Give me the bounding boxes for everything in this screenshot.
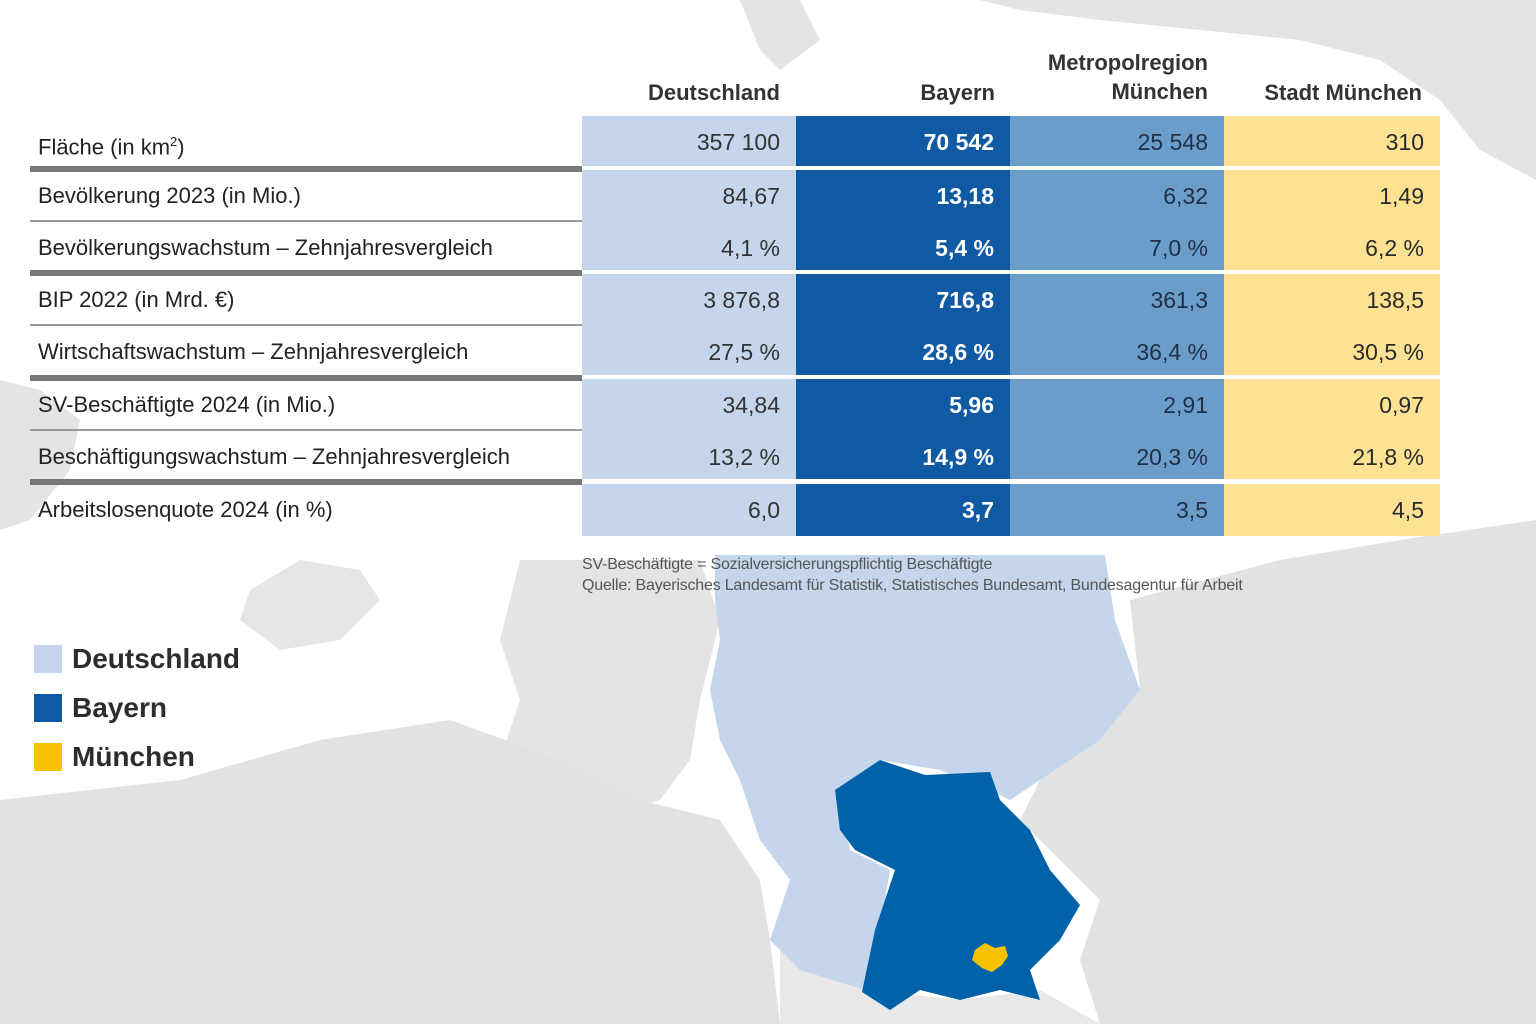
germany-shape [710,555,1140,990]
row-label-bip: BIP 2022 (in Mrd. €) [38,287,235,312]
group-separator [30,166,582,172]
header-metropolregion-line2: München [1111,79,1208,104]
cell-deutschland: 84,67 [582,170,796,222]
cell-bayern: 716,8 [796,274,1010,326]
row-label-flaeche-end: ) [177,134,185,160]
legend-swatch-deutschland [34,645,62,673]
cell-metropolregion: 6,32 [1010,170,1224,222]
cell-metropolregion: 361,3 [1010,274,1224,326]
cell-metropolregion: 2,91 [1010,379,1224,431]
cell-metropolregion: 36,4 % [1010,326,1224,378]
cell-metropolregion: 7,0 % [1010,222,1224,274]
row-label-bevoelkerung: Bevölkerung 2023 (in Mio.) [38,183,301,208]
cell-deutschland: 34,84 [582,379,796,431]
land-france [0,720,780,1024]
legend-item-bayern: Bayern [34,692,167,723]
footnote-source: Quelle: Bayerisches Landesamt für Statis… [582,577,1243,594]
row-label-beschaeftigungswachstum: Beschäftigungswachstum – Zehnjahresvergl… [38,444,511,469]
land-west-coast [0,380,80,530]
cell-deutschland: 3 876,8 [582,274,796,326]
legend-swatch-bayern [34,694,62,722]
cell-bayern: 3,7 [796,484,1010,536]
cell-stadt: 1,49 [1224,170,1440,222]
cell-stadt: 30,5 % [1224,326,1440,378]
cell-bayern: 5,96 [796,379,1010,431]
cell-bayern: 70 542 [796,116,1010,168]
row-separator [30,429,582,431]
group-gap [582,166,1440,172]
cell-metropolregion: 3,5 [1010,484,1224,536]
header-bayern: Bayern [920,80,995,105]
cell-stadt: 6,2 % [1224,222,1440,274]
group-gap [582,479,1440,485]
row-separator [30,220,582,222]
land-south [780,940,1100,1024]
bavaria-shape [835,760,1080,1010]
legend-item-muenchen: München [34,741,195,772]
cell-stadt: 310 [1224,116,1440,168]
row-label-flaeche-sup: 2 [170,134,178,149]
cell-deutschland: 6,0 [582,484,796,536]
land-east [1020,520,1536,1024]
row-label-flaeche-text: Fläche (in km [38,134,171,160]
group-separator [30,375,582,381]
cell-bayern: 14,9 % [796,431,1010,483]
cell-stadt: 138,5 [1224,274,1440,326]
cell-bayern: 13,18 [796,170,1010,222]
header-metropolregion: Metropolregion München [1010,48,1208,106]
group-gap [582,375,1440,381]
munich-shape [972,943,1008,972]
row-label-arbeitslosenquote: Arbeitslosenquote 2024 (in %) [38,497,333,522]
cell-stadt: 0,97 [1224,379,1440,431]
footnote-definition: SV-Beschäftigte = Sozialversicherungspfl… [582,556,993,573]
land-scandinavia [740,0,820,70]
cell-stadt: 4,5 [1224,484,1440,536]
legend-label-bayern: Bayern [72,692,167,723]
land-uk [240,560,380,650]
land-north-east [980,0,1536,180]
row-label-bevoelkerungswachstum: Bevölkerungswachstum – Zehnjahresverglei… [38,235,493,260]
cell-stadt: 21,8 % [1224,431,1440,483]
legend-swatch-muenchen [34,743,62,771]
land-benelux [500,560,720,820]
row-separator [30,324,582,326]
group-gap [582,270,1440,276]
header-metropolregion-line1: Metropolregion [1047,50,1208,75]
legend-label-deutschland: Deutschland [72,643,241,674]
row-label-wirtschaftswachstum: Wirtschaftswachstum – Zehnjahresvergleic… [38,339,469,364]
header-stadt-muenchen: Stadt München [1264,80,1422,105]
cell-metropolregion: 20,3 % [1010,431,1224,483]
legend-label-muenchen: München [72,741,195,772]
cell-bayern: 28,6 % [796,326,1010,378]
cell-deutschland: 27,5 % [582,326,796,378]
legend-item-deutschland: Deutschland [34,643,241,674]
cell-deutschland: 357 100 [582,116,796,168]
group-separator [30,270,582,276]
cell-deutschland: 4,1 % [582,222,796,274]
cell-metropolregion: 25 548 [1010,116,1224,168]
header-deutschland: Deutschland [647,80,780,105]
group-separator [30,479,582,485]
cell-bayern: 5,4 % [796,222,1010,274]
row-label-sv-beschaeftigte: SV-Beschäftigte 2024 (in Mio.) [38,392,336,417]
cell-deutschland: 13,2 % [582,431,796,483]
row-label-flaeche: Fläche (in km2) [38,116,185,168]
